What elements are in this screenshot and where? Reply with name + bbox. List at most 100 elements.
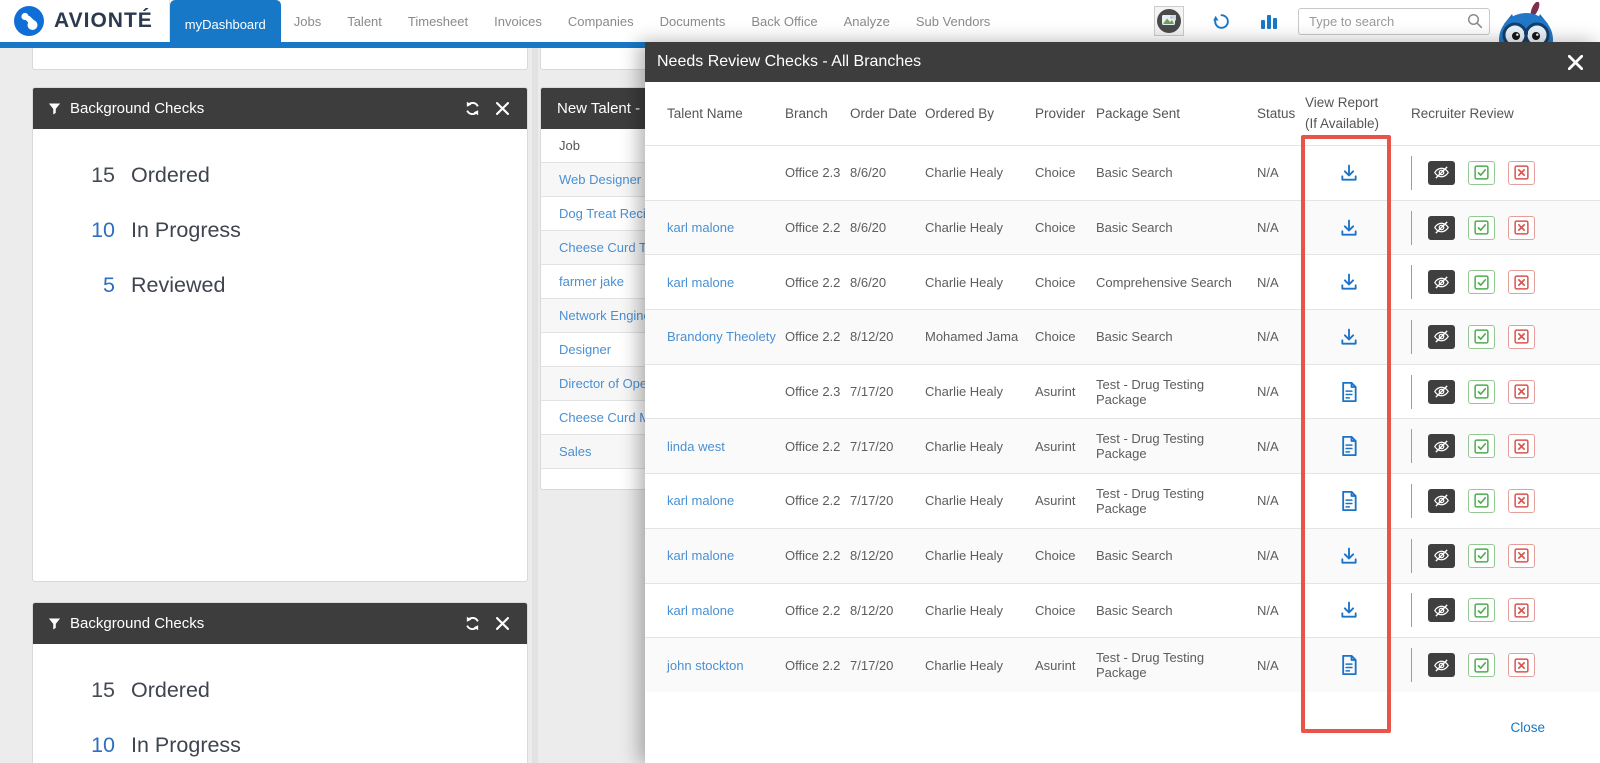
widget-refresh-button[interactable]: [461, 613, 483, 635]
talent-name-link[interactable]: linda west: [667, 438, 725, 454]
hide-review-button[interactable]: [1428, 270, 1455, 295]
background-checks-stats: 15 Ordered 10 In Progress 5 Reviewed: [33, 129, 527, 581]
job-link[interactable]: Cheese Curd M: [559, 410, 651, 425]
background-checks-header: Background Checks: [33, 88, 527, 129]
hide-review-button[interactable]: [1428, 160, 1455, 185]
approve-review-button[interactable]: [1468, 215, 1495, 240]
hide-review-button[interactable]: [1428, 215, 1455, 240]
approve-review-button[interactable]: [1468, 324, 1495, 349]
top-navigation-bar: AVIONTÉ myDashboard Jobs Talent Timeshee…: [0, 0, 1600, 48]
provider-cell: Asurint: [1035, 657, 1076, 673]
modal-close-button[interactable]: [1564, 51, 1586, 73]
talent-name-link[interactable]: karl malone: [667, 274, 735, 290]
talent-name-link[interactable]: john stockton: [667, 657, 744, 673]
view-report-file-icon[interactable]: [1340, 490, 1358, 511]
reject-review-button[interactable]: [1508, 434, 1535, 459]
talent-name-link[interactable]: karl malone: [667, 548, 735, 564]
reject-review-button[interactable]: [1508, 488, 1535, 513]
recruiter-review-actions: [1393, 429, 1600, 464]
hide-review-button[interactable]: [1428, 434, 1455, 459]
reject-review-button[interactable]: [1508, 598, 1535, 623]
nav-tab[interactable]: Documents: [659, 13, 726, 29]
search-icon[interactable]: [1467, 13, 1483, 34]
job-link[interactable]: Dog Treat Recip: [559, 206, 653, 221]
stat-row[interactable]: 15 Ordered: [83, 678, 527, 703]
nav-tab[interactable]: myDashboard: [169, 0, 281, 48]
order-date-cell: 8/6/20: [850, 274, 887, 290]
search-input[interactable]: [1298, 7, 1490, 35]
recruiter-review-actions: [1393, 265, 1600, 300]
nav-analytics-button[interactable]: [1258, 10, 1280, 32]
talent-name-link[interactable]: karl malone: [667, 602, 735, 618]
modal-close-link[interactable]: Close: [1510, 720, 1545, 735]
approve-review-button[interactable]: [1468, 543, 1495, 568]
reject-review-button[interactable]: [1508, 543, 1535, 568]
profile-avatar[interactable]: [1154, 6, 1184, 36]
approve-review-button[interactable]: [1468, 379, 1495, 404]
eye-off-icon: [1434, 276, 1449, 289]
job-link[interactable]: Sales: [559, 444, 592, 459]
hide-review-button[interactable]: [1428, 598, 1455, 623]
download-report-icon[interactable]: [1339, 163, 1359, 183]
hide-review-button[interactable]: [1428, 379, 1455, 404]
approve-review-button[interactable]: [1468, 598, 1495, 623]
nav-tab[interactable]: Jobs: [293, 13, 322, 29]
reject-review-button[interactable]: [1508, 270, 1535, 295]
stat-row[interactable]: 10 In Progress: [83, 218, 527, 243]
job-link[interactable]: Designer: [559, 342, 612, 357]
reject-review-button[interactable]: [1508, 653, 1535, 678]
talent-name-link[interactable]: karl malone: [667, 493, 735, 509]
hide-review-button[interactable]: [1428, 653, 1455, 678]
reject-review-button[interactable]: [1508, 324, 1535, 349]
download-report-icon[interactable]: [1339, 218, 1359, 238]
nav-tab[interactable]: Sub Vendors: [915, 13, 991, 29]
job-link[interactable]: farmer jake: [559, 274, 625, 289]
widget-refresh-button[interactable]: [461, 98, 483, 120]
recruiter-review-actions: [1393, 483, 1600, 518]
nav-tab[interactable]: Talent: [347, 13, 382, 29]
nav-tab[interactable]: Analyze: [843, 13, 890, 29]
ordered-by-cell: Charlie Healy: [925, 602, 1004, 618]
download-report-icon[interactable]: [1339, 546, 1359, 566]
view-report-file-icon[interactable]: [1340, 655, 1358, 676]
hide-review-button[interactable]: [1428, 543, 1455, 568]
job-link[interactable]: Web Designer: [559, 172, 642, 187]
job-link[interactable]: Director of Oper: [559, 376, 652, 391]
job-link[interactable]: Cheese Curd Te: [559, 240, 653, 255]
stat-row[interactable]: 10 In Progress: [83, 733, 527, 758]
view-report-file-icon[interactable]: [1340, 436, 1358, 457]
approve-review-button[interactable]: [1468, 653, 1495, 678]
reject-review-button[interactable]: [1508, 160, 1535, 185]
talent-name-link[interactable]: Brandony Theolety: [667, 329, 776, 345]
stat-row[interactable]: 15 Ordered: [83, 163, 527, 188]
reject-review-button[interactable]: [1508, 379, 1535, 404]
col-header-branch: Branch: [785, 106, 828, 121]
talent-name-link[interactable]: karl malone: [667, 220, 735, 236]
nav-refresh-button[interactable]: [1210, 10, 1232, 32]
widget-close-button[interactable]: [491, 613, 513, 635]
download-report-icon[interactable]: [1339, 327, 1359, 347]
stat-row[interactable]: 5 Reviewed: [83, 273, 527, 298]
download-report-icon[interactable]: [1339, 272, 1359, 292]
provider-cell: Choice: [1035, 548, 1076, 564]
nav-tab[interactable]: Companies: [567, 13, 634, 29]
nav-tab[interactable]: Back Office: [751, 13, 818, 29]
download-report-icon[interactable]: [1339, 600, 1359, 620]
branch-cell: Office 2.2: [785, 657, 841, 673]
approve-review-button[interactable]: [1468, 270, 1495, 295]
reject-review-button[interactable]: [1508, 215, 1535, 240]
approve-review-button[interactable]: [1468, 434, 1495, 459]
nav-tab[interactable]: Invoices: [494, 13, 542, 29]
approve-review-button[interactable]: [1468, 488, 1495, 513]
ordered-by-cell: Mohamed Jama: [925, 329, 1019, 345]
provider-cell: Choice: [1035, 329, 1076, 345]
view-report-file-icon[interactable]: [1340, 381, 1358, 402]
widget-close-button[interactable]: [491, 98, 513, 120]
nav-tab[interactable]: Timesheet: [407, 13, 469, 29]
approve-review-button[interactable]: [1468, 160, 1495, 185]
filter-icon[interactable]: [47, 616, 62, 631]
hide-review-button[interactable]: [1428, 488, 1455, 513]
filter-icon[interactable]: [47, 101, 62, 116]
hide-review-button[interactable]: [1428, 324, 1455, 349]
job-link[interactable]: Network Engine: [559, 308, 651, 323]
